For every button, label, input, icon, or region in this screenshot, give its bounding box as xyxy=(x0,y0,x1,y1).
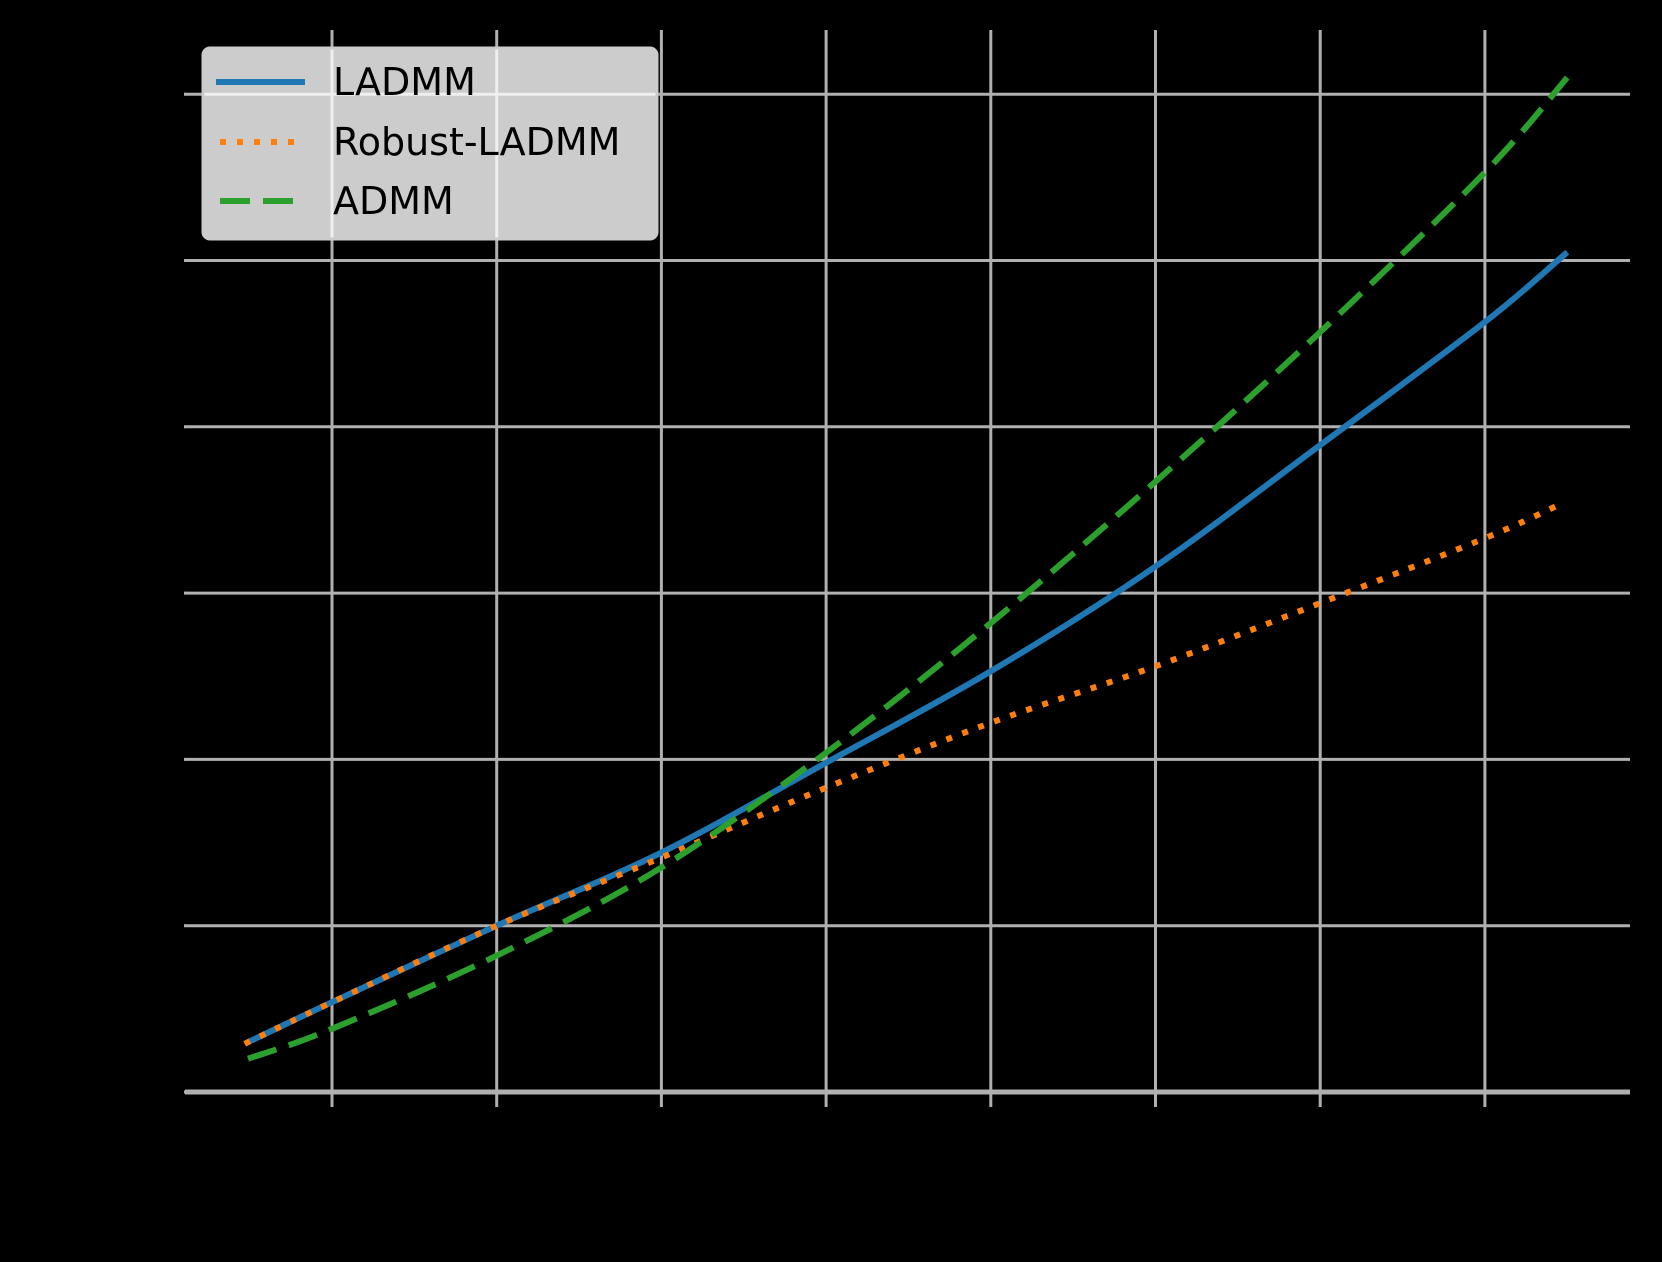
legend-label-admm: ADMM xyxy=(333,179,454,223)
plot-series xyxy=(243,75,1570,1062)
legend-box xyxy=(201,46,659,241)
legend-label-robust-ladmm: Robust-LADMM xyxy=(333,120,620,164)
axis-ticks xyxy=(184,92,1487,1107)
series-line-robust-ladmm xyxy=(243,500,1564,1047)
series-line-admm xyxy=(246,75,1570,1062)
legend-label-ladmm: LADMM xyxy=(333,60,476,104)
grid-lines xyxy=(185,30,1630,1095)
legend: LADMM Robust-LADMM ADMM xyxy=(201,46,659,241)
